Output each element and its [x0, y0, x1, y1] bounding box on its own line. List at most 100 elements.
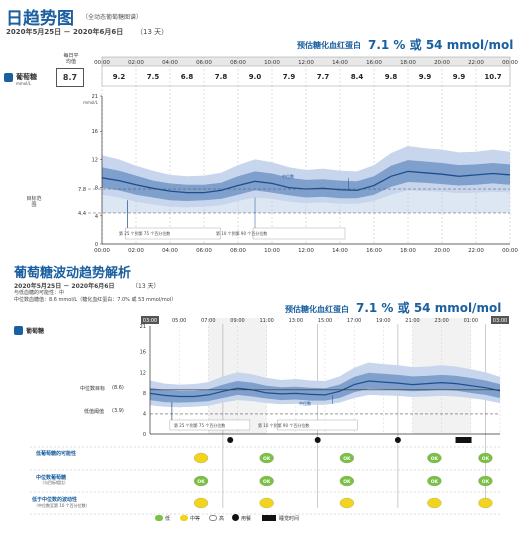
y-tick: 16	[92, 129, 98, 135]
low-threshold-value: (3.9)	[112, 408, 124, 414]
meal-icon	[227, 437, 234, 443]
median-line	[149, 380, 501, 398]
x-tick: 19:00	[376, 318, 390, 324]
x-tick: 15:00	[318, 318, 332, 324]
hourly-average-value: 9.9	[453, 73, 466, 81]
x-tick-top: 16:00	[366, 60, 382, 66]
meal-icon	[314, 437, 321, 443]
y-tick: 16	[140, 350, 146, 356]
section2-title: 葡萄糖波动趋势解析	[14, 266, 132, 281]
y-tick: 4	[143, 411, 146, 417]
hba1c-label: 预估糖化血红蛋白	[297, 41, 361, 50]
status-indicator-yellow	[193, 497, 209, 509]
legend-low-label: 低	[165, 516, 171, 522]
median-summary: 中位数血糖值：8.6 mmol/L（糖化血红蛋白：7.0% 或 53 mmol/…	[14, 297, 177, 303]
hourly-average-value: 7.7	[317, 73, 330, 81]
y-tick: 0	[143, 432, 146, 438]
x-tick-top: 00:00	[502, 60, 518, 66]
x-tick: 09:00	[230, 318, 244, 324]
legend-moderate-swatch	[180, 515, 188, 521]
status-ok-text: OK	[343, 456, 351, 462]
x-tick-top: 22:00	[468, 60, 484, 66]
target-range-label: 目标范围	[26, 196, 42, 208]
edge-tick-box	[491, 316, 509, 324]
hourly-average-value: 6.8	[181, 73, 194, 81]
band-25-75	[102, 160, 510, 201]
x-tick-bottom: 00:00	[94, 248, 110, 254]
x-tick-top: 18:00	[400, 60, 416, 66]
legend-meal-label: 用餐	[241, 516, 252, 522]
status-ok-text: OK	[263, 456, 271, 462]
status-indicator-green	[193, 475, 209, 487]
hourly-average-value: 7.9	[283, 73, 296, 81]
y-tick: 12	[92, 157, 98, 163]
legend-low-swatch	[155, 515, 163, 521]
x-tick: 13:00	[289, 318, 303, 324]
status-indicator-green	[478, 452, 493, 464]
y-tick: 8	[95, 186, 98, 192]
row-label-median: 中位数葡萄糖	[36, 475, 67, 481]
status-indicator-yellow	[427, 497, 442, 509]
legend-high-swatch	[209, 515, 217, 521]
y-axis-unit: mmol/L	[83, 100, 99, 105]
glucose-row-unit: mmol/L	[16, 81, 31, 86]
hourly-average-value: 7.8	[215, 73, 228, 81]
x-tick: 03:00	[143, 318, 157, 324]
x-tick-bottom: 04:00	[162, 248, 178, 254]
x-tick-bottom: 18:00	[400, 248, 416, 254]
date-range: 2020年5月25日 － 2020年6月6日	[6, 28, 124, 36]
median-goal-value: (8.6)	[112, 385, 124, 391]
x-tick-bottom: 16:00	[366, 248, 382, 254]
hourly-average-value: 7.5	[147, 73, 160, 81]
section2-hba1c-label: 预估糖化血红蛋白	[285, 305, 349, 314]
bed-icon	[455, 437, 472, 443]
status-indicator-yellow	[193, 452, 209, 464]
meter-icon	[4, 73, 13, 82]
x-tick-top: 12:00	[298, 60, 314, 66]
row-label-variability: 低于中位数的波动性	[32, 497, 78, 503]
target-tick: 7.8	[78, 187, 86, 193]
x-tick: 21:00	[405, 318, 419, 324]
row-label-low-likelihood: 低葡萄糖的可能性	[36, 451, 77, 457]
status-ok-text: OK	[482, 479, 490, 485]
status-indicator-green	[427, 475, 442, 487]
x-tick-bottom: 00:00	[502, 248, 518, 254]
x-tick: 11:00	[259, 318, 273, 324]
x-tick-top: 00:00	[94, 60, 110, 66]
x-tick: 23:00	[434, 318, 448, 324]
median-callout: 中位数	[282, 174, 294, 179]
row-sub-variability: （中位数至第 10 个百分位数）	[34, 503, 90, 508]
status-ok-text: OK	[431, 479, 439, 485]
legend-moderate-label: 中等	[190, 516, 201, 522]
meal-icon	[232, 514, 239, 521]
x-tick: 01:00	[464, 318, 478, 324]
legend-high-label: 高	[219, 516, 225, 522]
legend2-25-75: 第 25 个到第 75 个百分位数	[174, 423, 226, 428]
x-tick-bottom: 20:00	[434, 248, 450, 254]
x-tick-bottom: 06:00	[196, 248, 212, 254]
status-ok-text: OK	[431, 456, 439, 462]
y-tick: 21	[92, 94, 98, 100]
band-10-90	[150, 362, 500, 408]
hourly-average-value: 10.7	[484, 73, 501, 81]
status-indicator-yellow	[478, 497, 493, 509]
legend-box-10-90	[252, 227, 346, 240]
hourly-average-value: 9.0	[249, 73, 262, 81]
section2-hba1c-value: 7.1 % 或 54 mmol/mol	[356, 301, 502, 315]
median-goal-label: 中位数目标	[80, 386, 106, 392]
page-subtitle: （全动态葡萄糖图谱）	[82, 14, 143, 21]
x-tick-bottom: 08:00	[230, 248, 246, 254]
status-indicator-yellow	[339, 497, 355, 509]
legend-box-25-75	[169, 419, 251, 431]
y-tick: 8	[143, 391, 146, 397]
status-ok-text: OK	[263, 479, 271, 485]
x-tick-top: 14:00	[332, 60, 348, 66]
x-tick: 05:00	[172, 318, 186, 324]
days-count: （13 天）	[136, 28, 169, 36]
section2-days-count: （13 天）	[132, 283, 160, 290]
status-ok-text: OK	[197, 479, 205, 485]
status-indicator-yellow	[259, 497, 274, 509]
glucose-row-label: 葡萄糖	[16, 73, 37, 81]
status-indicator-green	[478, 475, 493, 487]
